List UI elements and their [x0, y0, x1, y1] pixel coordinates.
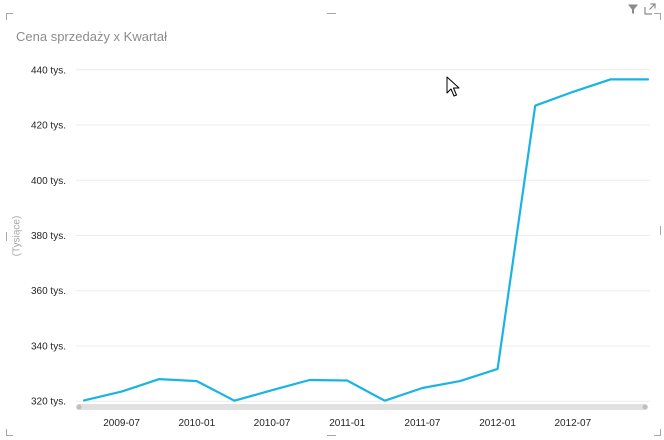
- data-point: [497, 368, 499, 370]
- x-tick-label: 2009-07: [103, 418, 140, 429]
- data-point: [158, 378, 160, 380]
- x-axis-ticks: 2009-07 2010-01 2010-07 2011-01 2011-07 2012-…: [103, 418, 591, 429]
- y-axis-ticks: 320 tys. 340 tys. 360 tys. 380 tys. 400 tys.…: [31, 65, 66, 407]
- resize-handle-top[interactable]: [327, 13, 336, 14]
- x-tick-label: 2011-07: [404, 418, 440, 429]
- scrollbar-handle-right[interactable]: [642, 404, 648, 410]
- data-point: [309, 379, 311, 381]
- visual-corner-top-right: [654, 13, 661, 20]
- data-point: [421, 387, 423, 389]
- x-tick-label: 2011-01: [329, 418, 365, 429]
- data-point: [459, 380, 461, 382]
- y-tick-label: 360 tys.: [31, 286, 66, 297]
- visual-corner-bottom-right: [654, 429, 661, 436]
- data-point: [121, 390, 123, 393]
- focus-mode-icon[interactable]: [644, 3, 656, 15]
- y-tick-label: 420 tys.: [31, 121, 66, 132]
- series-line: [82, 78, 650, 402]
- resize-handle-left[interactable]: [6, 232, 7, 241]
- data-point: [346, 379, 348, 382]
- data-point: [609, 78, 612, 81]
- scrollbar-track[interactable]: [76, 404, 648, 410]
- resize-handle-right[interactable]: [660, 226, 661, 235]
- y-tick-label: 440 tys.: [31, 65, 66, 76]
- data-point: [647, 78, 649, 81]
- data-point: [196, 380, 198, 382]
- visual-corner-bottom-left: [6, 429, 13, 436]
- data-point: [572, 91, 574, 93]
- data-point: [83, 399, 85, 402]
- x-tick-label: 2010-01: [178, 418, 215, 429]
- visual-header-icons: [627, 3, 656, 15]
- y-tick-label: 340 tys.: [31, 341, 66, 352]
- horizontal-scrollbar[interactable]: [76, 404, 648, 410]
- gridlines: [76, 69, 650, 402]
- x-tick-label: 2012-07: [554, 418, 591, 429]
- y-tick-label: 400 tys.: [31, 176, 66, 187]
- y-tick-label: 380 tys.: [31, 231, 66, 242]
- filter-icon[interactable]: [627, 3, 639, 15]
- visual-corner-top-left: [6, 13, 13, 20]
- data-point: [534, 105, 536, 107]
- x-tick-label: 2010-07: [254, 418, 291, 429]
- chart-title: Cena sprzedaży x Kwartał: [16, 29, 168, 44]
- data-point: [271, 389, 273, 391]
- x-tick-label: 2012-01: [479, 418, 516, 429]
- series-layer: [82, 78, 650, 402]
- mouse-cursor-icon: [446, 76, 460, 97]
- data-point: [384, 400, 386, 402]
- scrollbar-handle-left[interactable]: [76, 404, 82, 410]
- y-tick-label: 320 tys.: [31, 397, 66, 408]
- data-point: [233, 400, 235, 402]
- resize-handle-bottom[interactable]: [327, 435, 336, 436]
